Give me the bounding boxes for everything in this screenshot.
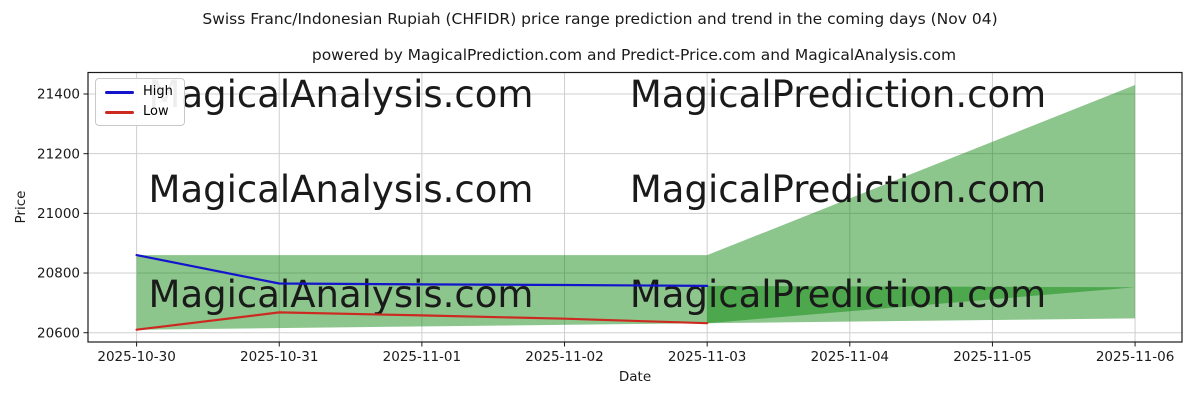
prediction-band-layer — [136, 85, 1136, 330]
y-tick-label-20800: 20800 — [37, 266, 80, 282]
y-axis-label: Price — [13, 191, 29, 224]
watermark-analysis-row3: MagicalAnalysis.com — [149, 273, 534, 316]
grid-layer — [88, 72, 1182, 342]
legend-label-high: High — [143, 84, 173, 99]
y-tick-label-21400: 21400 — [37, 87, 80, 103]
low-line — [135, 311, 709, 331]
x-tick-label-2025-11-03: 2025-11-03 — [668, 349, 746, 365]
watermark-analysis-row2: MagicalAnalysis.com — [149, 168, 534, 211]
legend: High Low — [95, 78, 185, 126]
low-line-swatch — [105, 110, 134, 114]
watermark-prediction-row2: MagicalPrediction.com — [630, 168, 1046, 211]
x-axis-label: Date — [619, 369, 651, 385]
legend-item-low: Low — [105, 105, 173, 119]
watermark-layer: MagicalAnalysis.com MagicalPrediction.com… — [149, 73, 1047, 316]
high-line-swatch — [105, 90, 134, 94]
y-tick-label-21200: 21200 — [37, 146, 80, 162]
legend-item-high: High — [105, 85, 173, 99]
chart-title: Swiss Franc/Indonesian Rupiah (CHFIDR) p… — [202, 10, 997, 28]
price-range-fan — [136, 85, 1136, 330]
x-tick-label-2025-11-05: 2025-11-05 — [953, 349, 1031, 365]
x-tick-label-2025-11-02: 2025-11-02 — [525, 349, 603, 365]
watermark-prediction-row3: MagicalPrediction.com — [630, 273, 1046, 316]
legend-label-low: Low — [143, 104, 169, 119]
high-line — [135, 254, 709, 287]
axes-frame-layer — [83, 71, 1183, 347]
x-tick-label-2025-11-06: 2025-11-06 — [1096, 349, 1174, 365]
prediction-wedge — [707, 285, 1136, 324]
watermark-analysis-row1: MagicalAnalysis.com — [149, 73, 534, 116]
axes-frame — [87, 71, 1183, 343]
y-tick-label-21000: 21000 — [37, 206, 80, 222]
chart-subtitle: powered by MagicalPrediction.com and Pre… — [312, 46, 956, 64]
y-tick-label-20600: 20600 — [37, 325, 80, 341]
x-tick-label-2025-10-30: 2025-10-30 — [97, 349, 175, 365]
x-tick-label-2025-10-31: 2025-10-31 — [240, 349, 318, 365]
tick-label-layer: 2025-10-30 2025-10-31 2025-11-01 2025-11-02… — [37, 87, 1174, 365]
watermark-prediction-row1: MagicalPrediction.com — [630, 73, 1046, 116]
x-tick-label-2025-11-04: 2025-11-04 — [811, 349, 889, 365]
x-tick-label-2025-11-01: 2025-11-01 — [383, 349, 461, 365]
series-line-layer — [135, 254, 709, 331]
